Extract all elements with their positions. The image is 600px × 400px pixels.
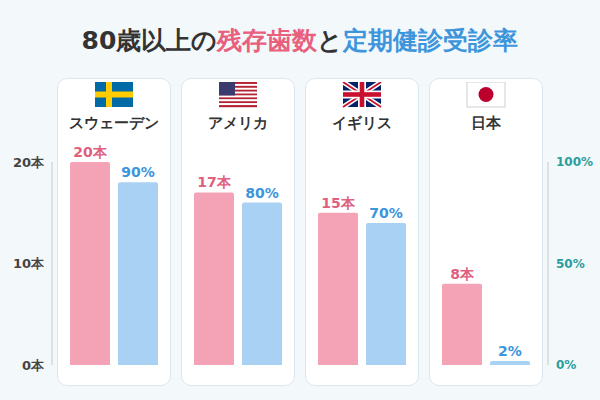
- svg-text:スウェーデン: スウェーデン: [69, 114, 159, 132]
- svg-text:2%: 2%: [498, 343, 522, 359]
- svg-text:90%: 90%: [121, 164, 155, 180]
- svg-text:50%: 50%: [556, 257, 585, 271]
- svg-text:80%: 80%: [245, 185, 279, 201]
- svg-text:アメリカ: アメリカ: [208, 114, 268, 132]
- svg-text:0本: 0本: [22, 358, 45, 373]
- svg-text:イギリス: イギリス: [332, 114, 392, 132]
- svg-text:0%: 0%: [556, 358, 576, 372]
- svg-text:10本: 10本: [13, 256, 45, 271]
- svg-text:100%: 100%: [556, 155, 593, 169]
- svg-text:日本: 日本: [471, 114, 502, 132]
- svg-text:70%: 70%: [369, 205, 403, 221]
- svg-text:8本: 8本: [450, 266, 475, 282]
- html-text:80歳以上の残存歯数と定期健診受診率: 80歳以上の残存歯数と定期健診受診率: [81, 26, 519, 55]
- svg-text:15本: 15本: [321, 195, 355, 211]
- svg-text:20本: 20本: [13, 155, 45, 170]
- svg-text:17本: 17本: [197, 174, 231, 190]
- svg-text:20本: 20本: [73, 144, 107, 160]
